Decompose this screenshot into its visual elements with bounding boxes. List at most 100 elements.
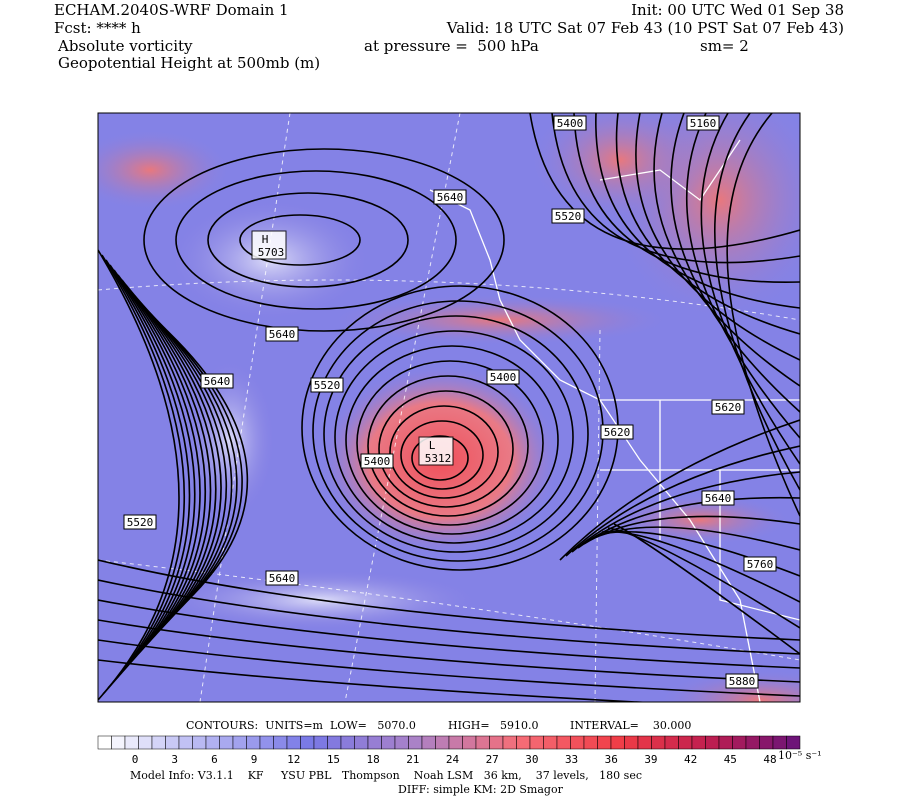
contours-high: HIGH= 5910.0 (448, 719, 539, 732)
map-field (98, 113, 800, 702)
contour (367, 375, 529, 517)
colorbar-cell (759, 735, 774, 750)
contour (714, 113, 800, 491)
contour-label: 5640 (204, 375, 231, 388)
contour (143, 148, 505, 332)
forecast-hour: Fcst: **** h (54, 19, 141, 37)
colorbar-cell (286, 735, 301, 750)
label-box (725, 673, 759, 689)
contour-label: 5400 (490, 371, 517, 384)
contour (571, 471, 800, 553)
colorbar-cell (556, 735, 571, 750)
contour (98, 559, 800, 641)
contour (323, 315, 589, 553)
contour (573, 113, 800, 283)
colorbar-cell (786, 735, 801, 750)
colorbar-cell (138, 735, 153, 750)
contour-label: 5640 (437, 191, 464, 204)
colorbar-cell (273, 735, 288, 750)
contour (551, 113, 800, 264)
contour-label: 5760 (747, 558, 774, 571)
colorbar-tick-label: 3 (171, 753, 178, 766)
colorbar-cell (705, 735, 720, 750)
colorbar-tick-label: 45 (724, 753, 737, 766)
colorbar-cell (151, 735, 166, 750)
contour (685, 113, 800, 439)
colorbar-cell (367, 735, 382, 750)
colorbar-tick-label: 42 (684, 753, 697, 766)
colorbar-tick-label: 21 (406, 753, 419, 766)
colorbar-cell (219, 735, 234, 750)
contour-label: 5312 (425, 452, 452, 465)
model-title: ECHAM.2040S-WRF Domain 1 (54, 1, 289, 19)
contour (175, 170, 457, 310)
colorbar-cell (394, 735, 409, 750)
contour (109, 264, 196, 683)
label-box (265, 570, 299, 586)
contour (565, 445, 800, 557)
colorbar-cell (381, 735, 396, 750)
colorbar-cell (354, 735, 369, 750)
colorbar-cell (475, 735, 490, 750)
contour-label: 5520 (555, 210, 582, 223)
colorbar-cell (516, 735, 531, 750)
colorbar-tick-label: 27 (486, 753, 499, 766)
colorbar-cell (232, 735, 247, 750)
colorbar-cell (111, 735, 126, 750)
contour-label: 5620 (715, 401, 742, 414)
label-box (433, 189, 467, 205)
colorbar-cell (205, 735, 220, 750)
label-box (743, 556, 777, 572)
label-box (265, 326, 299, 342)
label-box (310, 377, 344, 393)
colorbar-cell (583, 735, 598, 750)
colorbar-cell (570, 735, 585, 750)
label-box (553, 115, 587, 131)
contour (98, 249, 180, 701)
contour (98, 579, 800, 655)
label-box (600, 424, 634, 440)
contour (601, 530, 800, 603)
colorbar-cell (678, 735, 693, 750)
contour (400, 420, 484, 490)
colorbar-cell (300, 735, 315, 750)
colorbar-cell (97, 735, 112, 750)
colorbar-units: 10⁻⁵ s⁻¹ (778, 749, 822, 762)
label-box (251, 230, 287, 260)
colorbar-tick-label: 36 (605, 753, 618, 766)
contour (345, 345, 559, 535)
contour-label: 5703 (258, 246, 285, 259)
colorbar-cell (435, 735, 450, 750)
colorbar-tick-label: 48 (763, 753, 776, 766)
colorbar-cell (165, 735, 180, 750)
colorbar-tick-label: 0 (132, 753, 139, 766)
contour-label: 5640 (269, 328, 296, 341)
contour (670, 113, 800, 413)
label-box (711, 399, 745, 415)
colorbar-cell (421, 735, 436, 750)
contours-interval: INTERVAL= 30.000 (570, 719, 692, 732)
valid-time: Valid: 18 UTC Sat 07 Feb 43 (10 PST Sat … (446, 19, 844, 37)
contour (700, 113, 800, 465)
contour (98, 619, 800, 683)
colorbar-tick-label: 33 (565, 753, 578, 766)
colorbar-cell (340, 735, 355, 750)
colorbar-cell (664, 735, 679, 750)
contours-low: LOW= 5070.0 (330, 719, 416, 732)
contour-label: L (429, 439, 436, 452)
colorbar-cell (624, 735, 639, 750)
colorbar-tick-label: 18 (367, 753, 380, 766)
contour (133, 294, 228, 647)
contour (98, 659, 651, 702)
colorbar-cell (529, 735, 544, 750)
contour (559, 419, 800, 561)
contour-label: H (262, 233, 269, 246)
contour-label: 5520 (314, 379, 341, 392)
contour-label: 5640 (705, 492, 732, 505)
contour-field: Geopotential Height at 500mb (m) (58, 54, 321, 72)
contour-label: 5880 (729, 675, 756, 688)
contour (356, 360, 544, 526)
label-box (418, 436, 454, 466)
